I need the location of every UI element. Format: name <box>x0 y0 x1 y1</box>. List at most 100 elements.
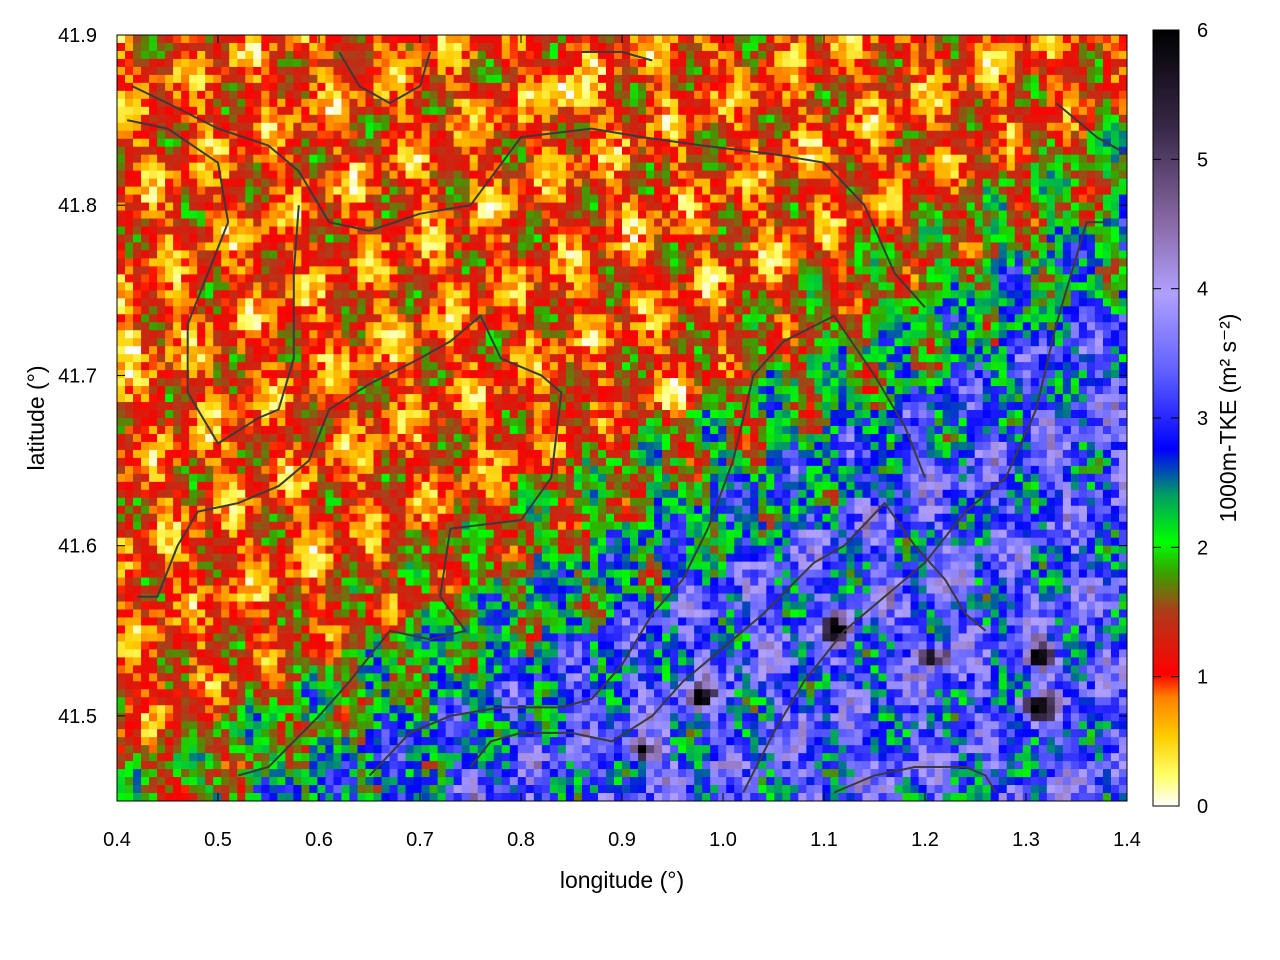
heatmap-cell <box>173 90 182 100</box>
heatmap-cell <box>285 122 294 132</box>
heatmap-cell <box>277 234 286 244</box>
heatmap-cell <box>1094 162 1104 172</box>
heatmap-cell <box>742 314 751 323</box>
heatmap-cell <box>173 218 182 228</box>
heatmap-cell <box>950 314 960 323</box>
heatmap-cell <box>910 282 920 291</box>
heatmap-cell <box>309 314 318 323</box>
heatmap-cell <box>654 130 663 140</box>
heatmap-cell <box>485 226 495 236</box>
heatmap-cell <box>389 98 399 108</box>
heatmap-cell <box>838 218 848 228</box>
heatmap-cell <box>734 218 743 228</box>
heatmap-cell <box>605 314 615 323</box>
heatmap-cell <box>133 258 142 267</box>
heatmap-cell <box>477 202 487 212</box>
heatmap-cell <box>477 138 487 148</box>
heatmap-cell <box>277 250 286 260</box>
heatmap-cell <box>1062 90 1072 100</box>
heatmap-cell <box>774 218 783 228</box>
heatmap-cell <box>317 266 327 275</box>
heatmap-cell <box>1118 306 1127 315</box>
heatmap-cell <box>277 50 286 60</box>
heatmap-cell <box>461 250 471 260</box>
heatmap-cell <box>149 50 158 60</box>
heatmap-cell <box>125 42 134 52</box>
heatmap-cell <box>662 178 671 188</box>
heatmap-cell <box>950 322 960 331</box>
heatmap-cell <box>1046 290 1056 299</box>
heatmap-cell <box>670 162 679 172</box>
heatmap-cell <box>501 98 511 108</box>
heatmap-cell <box>397 146 407 156</box>
heatmap-cell <box>149 322 158 331</box>
heatmap-cell <box>1006 330 1016 339</box>
heatmap-cell <box>910 338 920 347</box>
heatmap-cell <box>269 322 278 331</box>
heatmap-cell <box>878 306 888 315</box>
heatmap-cell <box>686 210 695 220</box>
heatmap-cell <box>822 66 832 76</box>
heatmap-cell <box>261 266 270 275</box>
heatmap-cell <box>277 186 286 196</box>
heatmap-cell <box>918 138 928 148</box>
heatmap-cell <box>974 178 984 188</box>
heatmap-cell <box>501 266 511 275</box>
heatmap-cell <box>782 98 791 108</box>
heatmap-cell <box>269 162 278 172</box>
heatmap-cell <box>245 306 254 315</box>
heatmap-cell <box>694 338 703 347</box>
heatmap-cell <box>405 138 415 148</box>
heatmap-cell <box>1006 282 1016 291</box>
heatmap-cell <box>798 194 807 204</box>
heatmap-cell <box>1054 178 1064 188</box>
heatmap-cell <box>894 186 904 196</box>
heatmap-cell <box>646 274 655 283</box>
heatmap-cell <box>998 306 1008 315</box>
heatmap-cell <box>309 226 318 236</box>
heatmap-cell <box>894 66 904 76</box>
heatmap-cell <box>405 346 415 355</box>
heatmap-cell <box>261 90 270 100</box>
heatmap-cell <box>790 106 799 116</box>
heatmap-cell <box>1006 322 1016 331</box>
heatmap-cell <box>926 35 936 44</box>
heatmap-cell <box>221 250 230 260</box>
heatmap-cell <box>678 266 687 275</box>
heatmap-cell <box>1102 274 1112 283</box>
heatmap-cell <box>413 242 423 252</box>
heatmap-cell <box>918 242 928 252</box>
heatmap-cell <box>349 330 359 339</box>
heatmap-cell <box>1014 154 1024 164</box>
heatmap-cell <box>205 74 214 84</box>
heatmap-cell <box>654 194 663 204</box>
heatmap-cell <box>990 202 1000 212</box>
heatmap-cell <box>966 306 976 315</box>
heatmap-cell <box>774 98 783 108</box>
heatmap-cell <box>1094 338 1104 347</box>
heatmap-cell <box>710 146 719 156</box>
heatmap-cell <box>413 298 423 307</box>
heatmap-cell <box>774 346 783 355</box>
heatmap-cell <box>333 82 343 92</box>
heatmap-cell <box>365 162 375 172</box>
heatmap-cell <box>173 74 182 84</box>
heatmap-cell <box>493 266 503 275</box>
heatmap-cell <box>485 290 495 299</box>
heatmap-cell <box>886 58 896 68</box>
heatmap-cell <box>557 74 567 84</box>
heatmap-cell <box>517 330 527 339</box>
heatmap-cell <box>517 186 527 196</box>
heatmap-cell <box>638 114 647 124</box>
heatmap-cell <box>613 122 623 132</box>
heatmap-cell <box>630 98 639 108</box>
heatmap-cell <box>958 298 968 307</box>
heatmap-cell <box>622 306 631 315</box>
heatmap-cell <box>926 338 936 347</box>
heatmap-cell <box>301 234 310 244</box>
heatmap-cell <box>694 74 703 84</box>
heatmap-cell <box>1070 35 1080 44</box>
heatmap-cell <box>710 162 719 172</box>
heatmap-cell <box>894 130 904 140</box>
heatmap-cell <box>429 274 439 283</box>
